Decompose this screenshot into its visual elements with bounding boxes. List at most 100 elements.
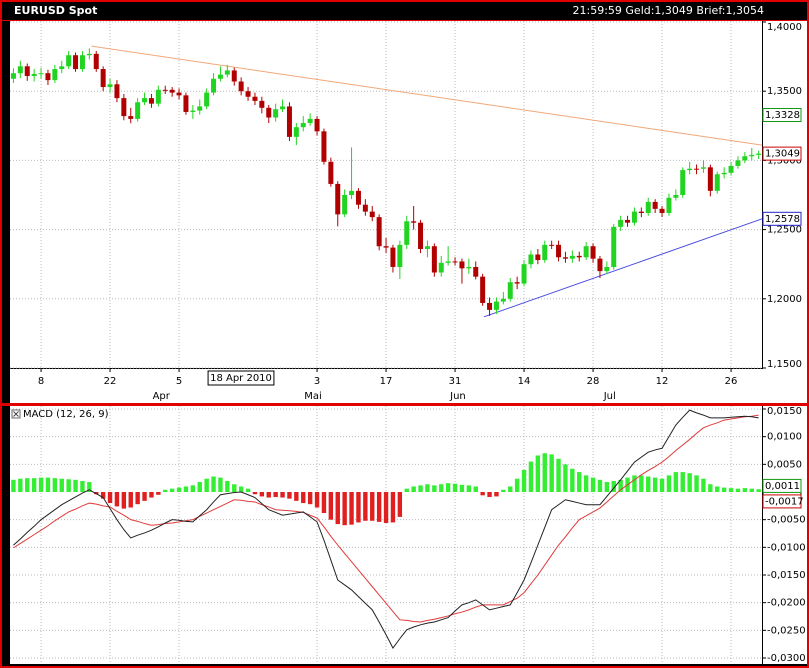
- candle-body: [514, 282, 520, 284]
- indicator-title: MACD (12, 26, 9): [23, 409, 109, 420]
- histogram-bar: [487, 492, 492, 497]
- candle-body: [155, 89, 161, 104]
- candle-body: [135, 102, 141, 119]
- histogram-bar: [266, 492, 271, 498]
- y-tick-label: 0,0050: [767, 459, 802, 470]
- histogram-bar: [287, 492, 292, 499]
- histogram-bar: [514, 478, 520, 492]
- candle-body: [673, 195, 679, 198]
- candle-body: [66, 55, 72, 67]
- histogram-bar: [542, 453, 547, 492]
- y-tick-label: 1,2500: [767, 225, 802, 236]
- x-tick-label: 8: [38, 376, 44, 387]
- histogram-bar: [721, 487, 727, 492]
- candle-body: [604, 266, 610, 272]
- candle-body: [107, 84, 113, 88]
- chart-title: EURUSD Spot: [14, 4, 97, 17]
- histogram-bar: [238, 486, 244, 492]
- candle-body: [349, 190, 355, 195]
- candle-body: [459, 261, 465, 269]
- candle-body: [59, 66, 65, 70]
- histogram-bar: [218, 477, 223, 492]
- candle-body: [169, 89, 175, 93]
- candle-body: [114, 84, 120, 99]
- candle-body: [197, 106, 203, 111]
- candle-body: [307, 118, 313, 124]
- y-tick-label: 1,2000: [767, 294, 802, 305]
- histogram-bar: [176, 487, 182, 492]
- histogram-bar: [494, 492, 499, 497]
- histogram-bar: [335, 492, 340, 525]
- y-tick-label: -0,0200: [767, 598, 806, 609]
- candle-body: [383, 246, 389, 248]
- histogram-bar: [390, 492, 396, 523]
- histogram-bar: [583, 475, 589, 492]
- histogram-bar: [183, 486, 189, 492]
- candle-body: [286, 106, 292, 137]
- candle-body: [204, 92, 210, 107]
- candle-body: [549, 244, 555, 246]
- candle-body: [100, 69, 106, 88]
- histogram-bar: [135, 492, 140, 505]
- candle-body: [562, 257, 568, 259]
- x-tick-label: 31: [449, 376, 462, 387]
- candle-body: [397, 244, 403, 267]
- candle-body: [583, 246, 589, 258]
- month-label: Apr: [153, 391, 171, 402]
- candle-body: [590, 246, 596, 259]
- histogram-bar: [163, 489, 168, 492]
- histogram-bar: [577, 472, 582, 492]
- value-box-label: 1,2578: [765, 214, 800, 225]
- histogram-bar: [190, 485, 196, 492]
- candle-body: [466, 266, 472, 269]
- plot-layer: [10, 21, 762, 664]
- month-label: Jul: [603, 391, 616, 402]
- value-box-label: 1,3328: [765, 110, 800, 121]
- candle-body: [749, 154, 755, 157]
- value-box-label: 0,0011: [765, 481, 800, 492]
- value-box: [762, 478, 802, 493]
- histogram-bar: [273, 492, 278, 497]
- macd-line: [13, 409, 759, 649]
- x-tick-label: 17: [380, 376, 393, 387]
- y-tick-label: -0,0050: [767, 515, 806, 526]
- histogram-bar: [618, 479, 623, 492]
- histogram-bar: [652, 477, 658, 492]
- candle-body: [79, 55, 85, 70]
- macd-panel: [10, 406, 807, 664]
- histogram-bar: [508, 486, 513, 492]
- histogram-bar: [363, 492, 368, 521]
- x-tick-label: 3: [314, 376, 320, 387]
- y-tick-label: 1,1500: [767, 359, 802, 370]
- histogram-bar: [314, 492, 320, 508]
- candle-body: [176, 92, 182, 96]
- histogram-bar: [100, 492, 106, 499]
- quote-status: 21:59:59 Geld:1,3049 Brief:1,3054: [573, 4, 765, 17]
- candle-body: [390, 247, 396, 267]
- histogram-bar: [659, 478, 665, 492]
- histogram-bar: [556, 458, 561, 492]
- histogram-bar: [156, 492, 161, 495]
- candle-body: [293, 127, 299, 137]
- candle-body: [452, 261, 458, 263]
- y-tick-label: 1,3000: [767, 155, 802, 166]
- candle-body: [528, 254, 534, 265]
- histogram-bar: [52, 478, 58, 492]
- candle-body: [411, 221, 417, 223]
- histogram-bar: [107, 492, 113, 504]
- candle-body: [245, 91, 251, 97]
- histogram-bar: [225, 480, 230, 492]
- histogram-bar: [245, 488, 251, 492]
- histogram-bar: [528, 461, 534, 492]
- candle-body: [500, 298, 506, 302]
- candle-body: [300, 123, 306, 128]
- candle-body: [73, 55, 79, 70]
- candle-body: [238, 81, 244, 92]
- candle-body: [376, 217, 382, 247]
- histogram-bar: [439, 484, 444, 492]
- histogram-bar: [349, 492, 354, 525]
- histogram-bar: [418, 485, 423, 492]
- candle-body: [721, 172, 727, 175]
- candle-body: [418, 222, 424, 249]
